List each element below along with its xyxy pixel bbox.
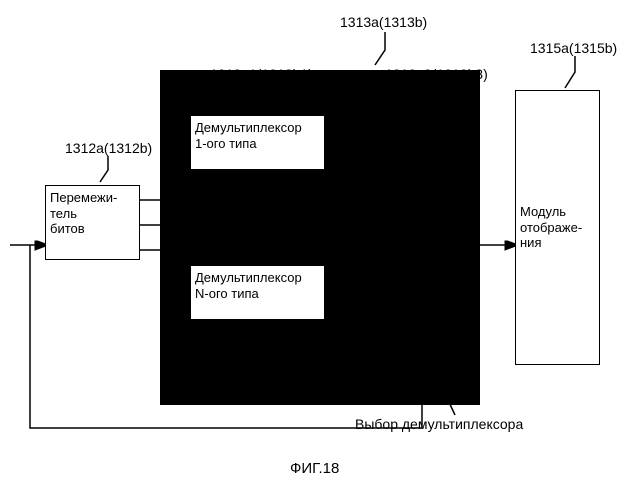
- diagram-canvas: 1313a(1313b) 1312a(1312b) Перемежи- тель…: [0, 0, 642, 500]
- demux-type1-text: Демультиплексор 1-ого типа: [195, 120, 302, 151]
- demux-typeN-box: Демультиплексор N-ого типа: [190, 265, 325, 320]
- demux-typeN-text: Демультиплексор N-ого типа: [195, 270, 302, 301]
- mapping-module-text: Модуль отображе- ния: [520, 204, 582, 251]
- bit-interleaver-box: Перемежи- тель битов: [45, 185, 140, 260]
- demux-type1-box: Демультиплексор 1-ого типа: [190, 115, 325, 170]
- demux-select-text: Выбор демультиплексора: [355, 416, 523, 432]
- demuxN-ref-label: 1313a2(1313b2): [255, 217, 358, 233]
- outer-container-label: 1313a(1313b): [340, 14, 427, 30]
- mapping-module-box: Модуль отображе- ния: [515, 90, 600, 365]
- selector-ref-label: 1313a3(1313b3): [385, 66, 488, 82]
- interleaver-ref-label: 1312a(1312b): [65, 140, 152, 156]
- bit-interleaver-text: Перемежи- тель битов: [50, 190, 117, 236]
- demux1-ref-label: 1313a1(1313b1): [210, 66, 313, 82]
- figure-caption: ФИГ.18: [290, 460, 339, 477]
- mapper-ref-label: 1315a(1315b): [530, 40, 617, 56]
